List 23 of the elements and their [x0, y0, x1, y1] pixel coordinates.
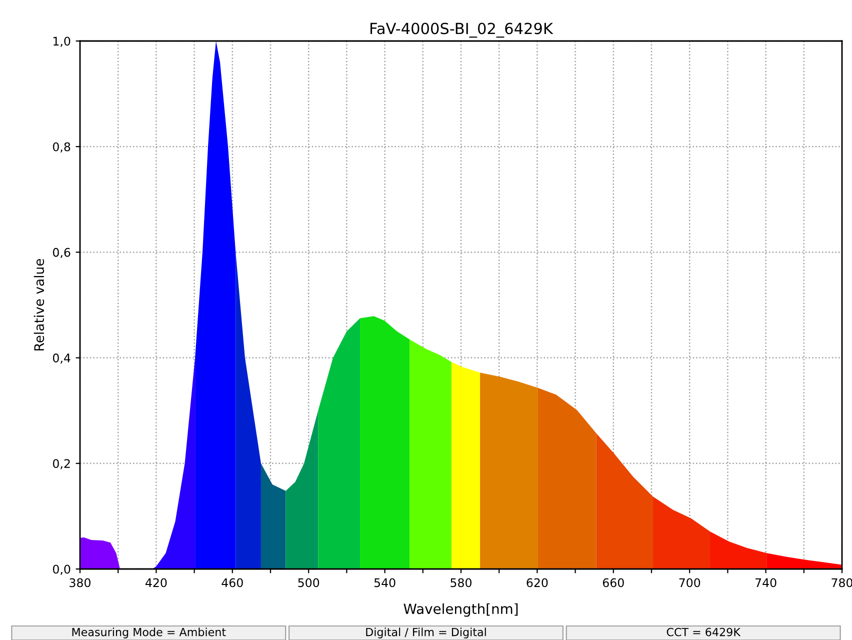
text: Digital / Film = Digital	[366, 628, 486, 638]
y-tick-label: 0,2	[52, 459, 70, 470]
y-tick-label: 0,0	[52, 564, 70, 575]
y-tick-label: 0,6	[52, 248, 70, 258]
chart-title: FaV-4000S-BI_02_6429K	[370, 22, 554, 38]
x-tick-label: 620	[526, 578, 548, 588]
x-tick-label: 420	[146, 578, 167, 588]
y-tick-label: 0,4	[52, 354, 70, 364]
x-tick-label: 540	[374, 578, 396, 588]
y-tick-label: 0,8	[52, 142, 70, 152]
x-tick-label: 700	[679, 578, 700, 588]
x-tick-label: 660	[602, 578, 624, 588]
x-tick-label: 580	[450, 578, 472, 588]
x-tick-label: 380	[70, 578, 90, 588]
x-tick-label: 460	[222, 578, 243, 588]
text: Measuring Mode = Ambient	[72, 628, 226, 638]
x-tick-label: 780	[832, 578, 852, 588]
y-tick-label: 1,0	[53, 36, 70, 47]
text: CCT = 6429K	[666, 628, 741, 636]
x-axis-title: Wavelength[nm]	[404, 603, 518, 617]
y-axis-title: Relative value	[34, 258, 44, 350]
x-tick-label: 740	[756, 578, 776, 588]
x-tick-label: 500	[298, 578, 320, 588]
